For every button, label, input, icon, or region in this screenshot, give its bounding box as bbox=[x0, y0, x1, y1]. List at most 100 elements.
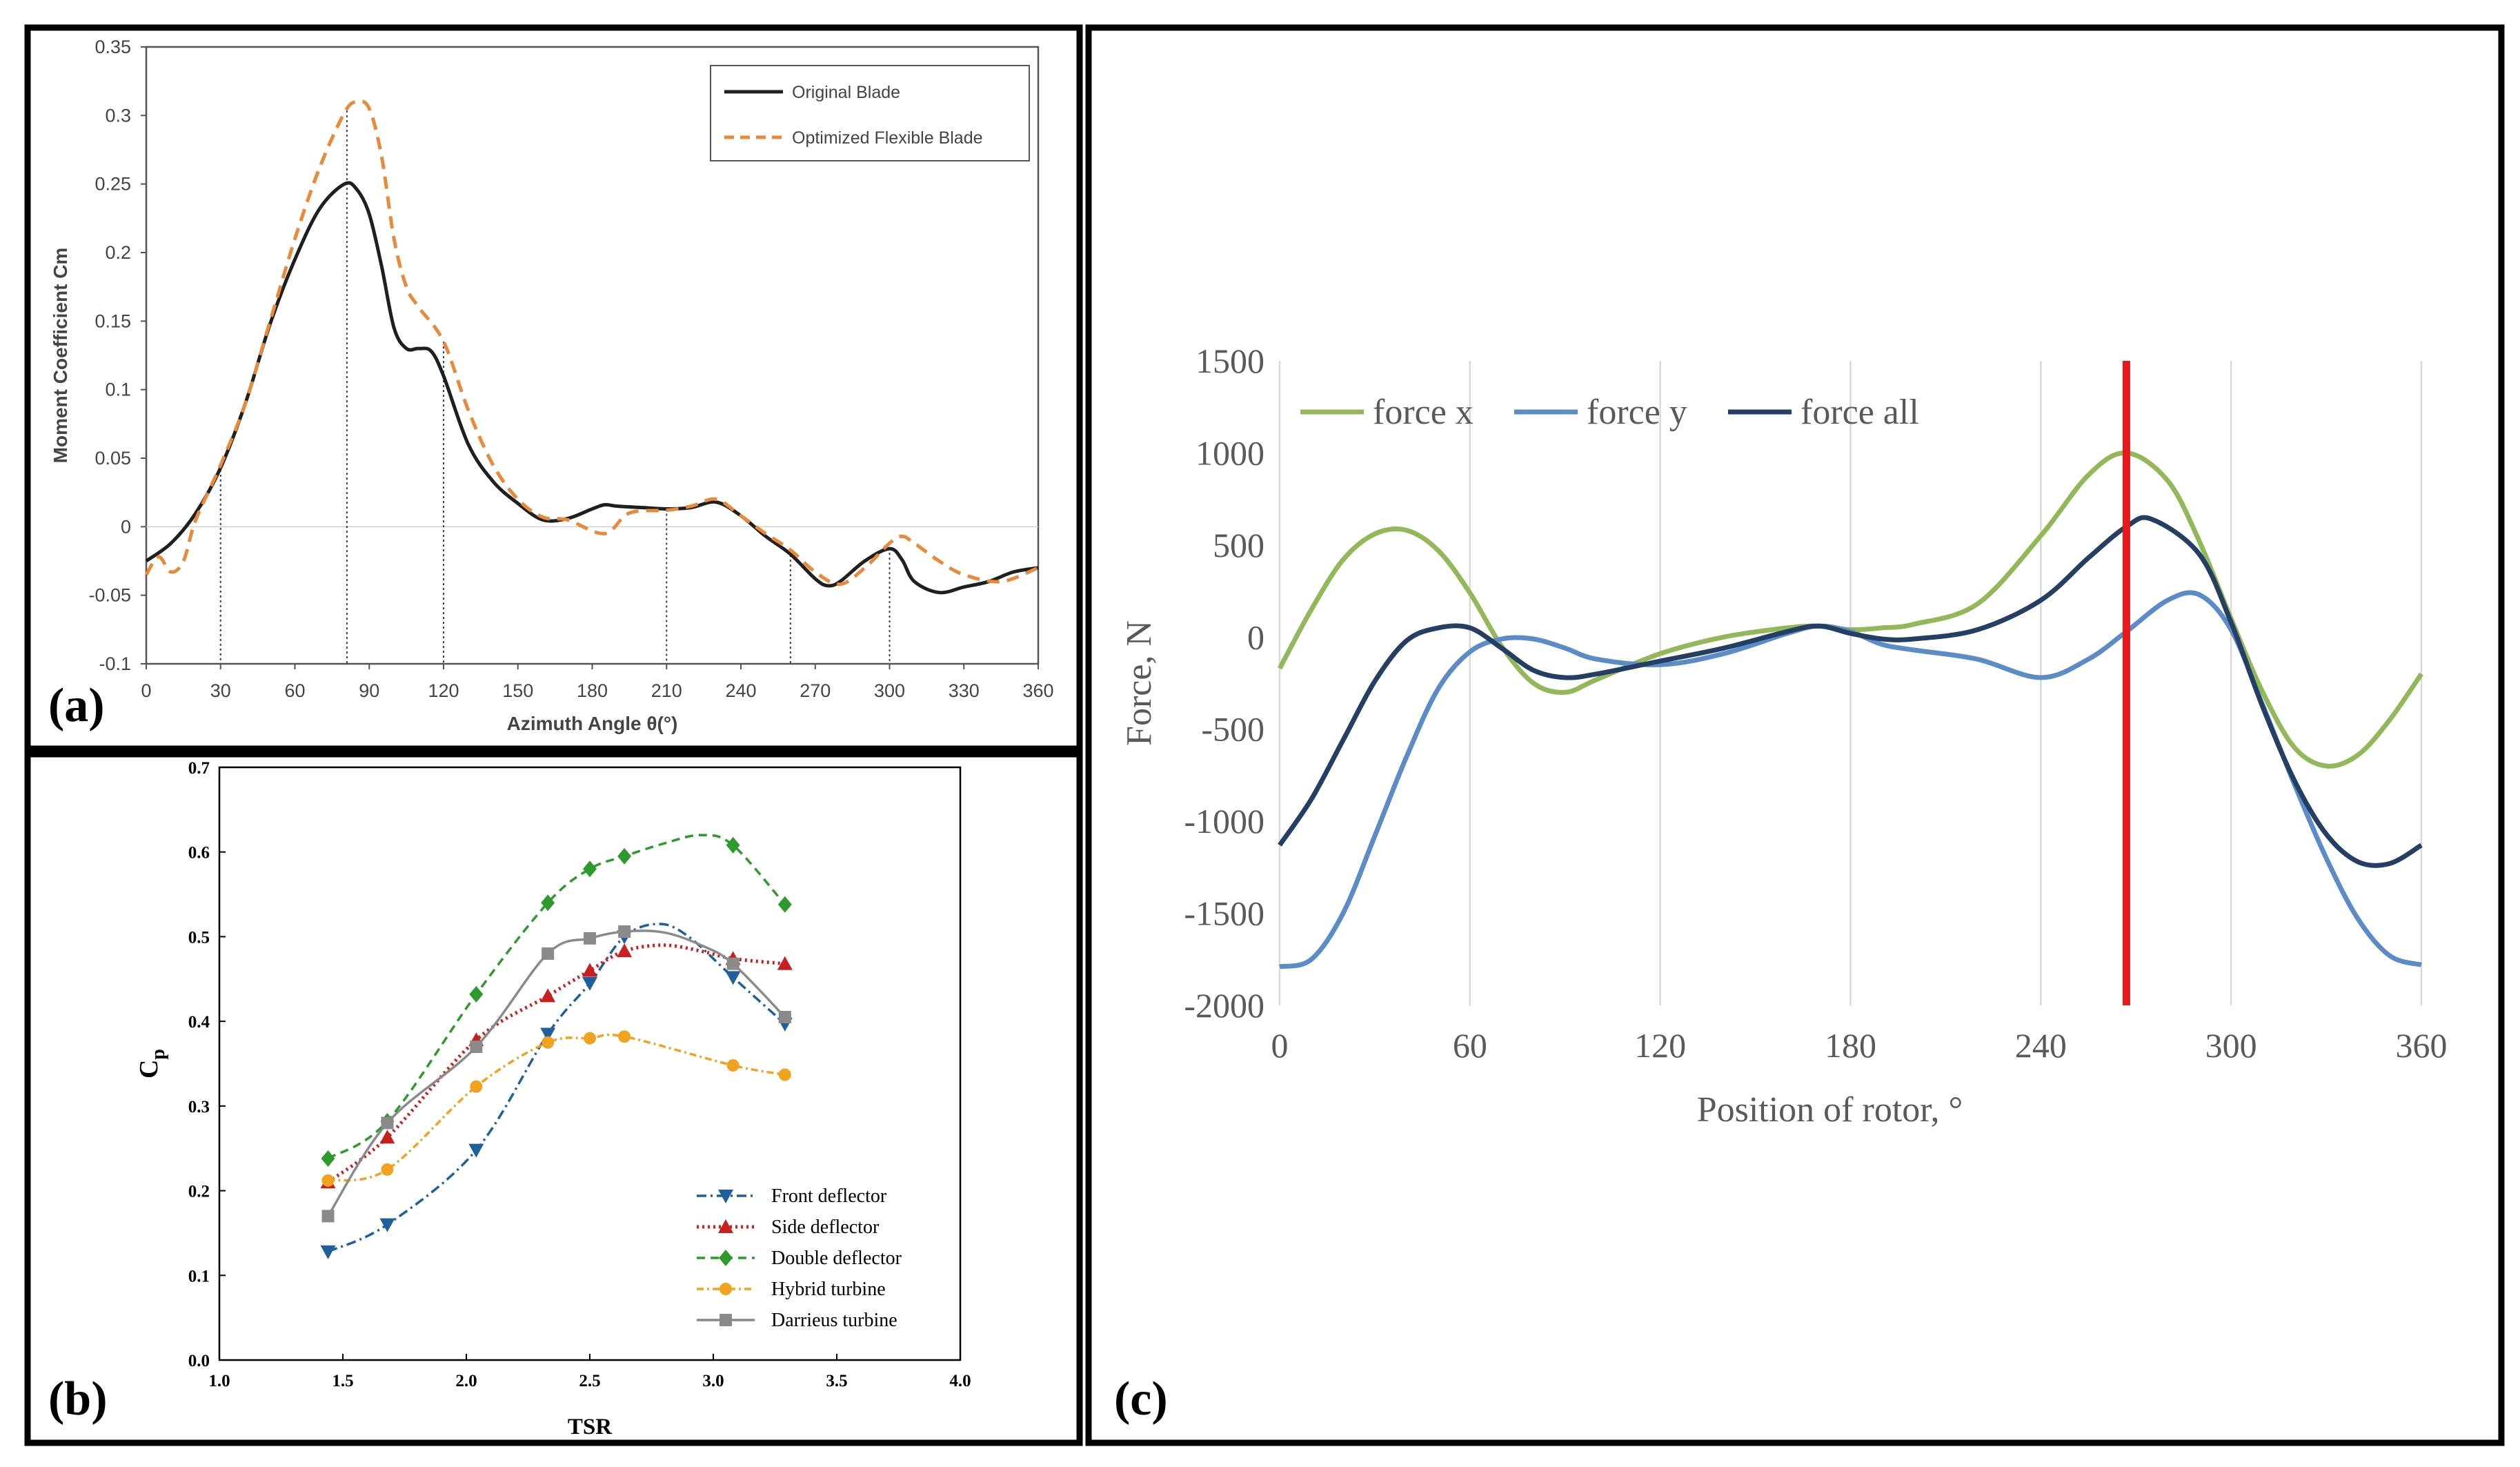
data-point-b bbox=[320, 1245, 336, 1259]
y-tick-label-c: 1500 bbox=[1195, 342, 1264, 380]
legend-label-b: Double deflector bbox=[771, 1248, 902, 1269]
y-tick-label-b: 0.7 bbox=[188, 759, 210, 778]
legend-marker-b bbox=[720, 1314, 732, 1326]
data-point-b bbox=[321, 1210, 335, 1223]
x-tick-label-b: 2.5 bbox=[579, 1372, 600, 1390]
series-line-c bbox=[1278, 515, 2423, 868]
x-tick-label-a: 0 bbox=[141, 680, 151, 701]
data-point-b bbox=[618, 1030, 631, 1043]
x-tick-label-c: 60 bbox=[1453, 1026, 1487, 1065]
x-tick-label-a: 150 bbox=[502, 680, 533, 701]
data-point-b bbox=[381, 1163, 394, 1176]
x-tick-label-c: 300 bbox=[2205, 1026, 2257, 1065]
y-tick-label-c: 0 bbox=[1247, 618, 1264, 656]
legend-marker-b bbox=[718, 1190, 733, 1203]
data-point-b bbox=[381, 1116, 394, 1130]
data-point-b bbox=[584, 1032, 596, 1045]
x-tick-label-b: 1.5 bbox=[332, 1372, 353, 1390]
data-point-b bbox=[468, 1143, 484, 1158]
x-tick-label-a: 360 bbox=[1022, 680, 1053, 701]
series-optimized-flexible-blade-line bbox=[144, 99, 1039, 587]
plot-area-b bbox=[218, 766, 962, 1361]
chart-b: 1.0 1.5 2.0 2.5 3.0 3.5 4.0 0.0 0.1 0.2 0.3 0.4 0.5 0… bbox=[135, 759, 971, 1439]
data-point-b bbox=[584, 932, 596, 945]
series-original-blade-line bbox=[145, 181, 1039, 595]
y-tick-label-a: -0.05 bbox=[88, 585, 131, 606]
x-tick-label-b: 3.0 bbox=[702, 1372, 724, 1390]
legend-label-b: Front deflector bbox=[771, 1185, 887, 1207]
chart-c: 0 60 120 180 240 300 360 -2000 -1500 -1000 -500 0 50… bbox=[1120, 342, 2448, 1130]
legend-label-a: Original Blade bbox=[792, 83, 900, 102]
data-point-b bbox=[726, 1059, 740, 1072]
data-point-b bbox=[725, 971, 741, 985]
x-tick-label-a: 300 bbox=[874, 680, 905, 701]
data-point-b bbox=[540, 1027, 556, 1042]
x-tick-label-c: 360 bbox=[2396, 1026, 2448, 1065]
y-axis-label-main-b: C bbox=[135, 1060, 163, 1079]
data-point-b bbox=[582, 963, 597, 977]
data-point-b bbox=[379, 1130, 395, 1144]
data-point-b bbox=[617, 943, 633, 958]
data-point-b bbox=[726, 836, 740, 854]
x-tick-label-a: 210 bbox=[651, 680, 682, 701]
data-point-b bbox=[470, 1080, 483, 1093]
x-tick-label-c: 180 bbox=[1825, 1026, 1876, 1065]
y-tick-label-c: 500 bbox=[1213, 526, 1264, 564]
panel-b-frame bbox=[24, 751, 1083, 1446]
y-tick-label-c: -1500 bbox=[1184, 894, 1264, 933]
legend-label-b: Side deflector bbox=[771, 1217, 880, 1238]
y-tick-label-c: -2000 bbox=[1184, 986, 1264, 1025]
y-tick-label-a: 0.35 bbox=[95, 37, 131, 57]
series-line-b bbox=[328, 1033, 786, 1182]
y-tick-label-a: 0.2 bbox=[105, 242, 131, 263]
data-point-b bbox=[542, 947, 555, 960]
x-tick-label-c: 0 bbox=[1271, 1026, 1289, 1065]
chart-a: 0 30 60 90 120 150 180 210 240 270 300 330 360 -0.1 -0… bbox=[50, 37, 1054, 734]
data-point-b bbox=[541, 894, 555, 912]
y-axis-label-sub-b: p bbox=[148, 1049, 169, 1060]
data-point-b bbox=[582, 976, 597, 991]
data-point-b bbox=[726, 957, 740, 970]
y-tick-label-b: 0.2 bbox=[188, 1183, 210, 1201]
data-point-b bbox=[583, 860, 597, 878]
data-point-b bbox=[618, 925, 631, 938]
data-point-b bbox=[617, 847, 632, 865]
data-point-b bbox=[540, 988, 556, 1003]
x-tick-label-b: 3.5 bbox=[826, 1372, 847, 1390]
data-point-b bbox=[778, 1068, 791, 1081]
data-point-b bbox=[778, 1011, 791, 1024]
y-tick-label-b: 0.1 bbox=[188, 1267, 210, 1286]
data-point-b bbox=[777, 956, 793, 970]
y-tick-label-a: 0.25 bbox=[95, 174, 131, 195]
x-tick-label-a: 30 bbox=[210, 680, 231, 701]
x-tick-label-b: 1.0 bbox=[208, 1372, 230, 1390]
x-tick-label-b: 2.0 bbox=[455, 1372, 477, 1390]
y-tick-label-b: 0.5 bbox=[188, 928, 210, 947]
y-axis-label-c: Force, N bbox=[1120, 620, 1159, 746]
legend-marker-b bbox=[719, 1250, 733, 1266]
data-point-b bbox=[777, 896, 792, 913]
data-point-b bbox=[379, 1218, 395, 1232]
data-point-b bbox=[542, 1036, 555, 1049]
panel-c-frame bbox=[1085, 24, 2505, 1446]
y-tick-label-c: 1000 bbox=[1195, 433, 1264, 472]
panel-a-frame bbox=[24, 24, 1083, 752]
y-tick-label-c: -500 bbox=[1201, 710, 1264, 749]
data-point-b bbox=[469, 985, 484, 1003]
y-tick-label-a: 0.15 bbox=[95, 311, 131, 331]
series-line-c bbox=[1277, 450, 2423, 769]
series-line-b bbox=[327, 834, 786, 1160]
legend-label-b: Hybrid turbine bbox=[771, 1279, 886, 1300]
legend-a bbox=[710, 65, 1030, 161]
data-point-b bbox=[321, 1150, 335, 1167]
data-point-b bbox=[321, 1174, 335, 1187]
y-tick-label-a: 0.3 bbox=[105, 105, 131, 126]
x-axis-label-c: Position of rotor, ° bbox=[1697, 1090, 1963, 1130]
series-line-b bbox=[326, 943, 786, 1184]
legend-label-b: Darrieus turbine bbox=[771, 1310, 897, 1331]
x-tick-label-b: 4.0 bbox=[949, 1372, 971, 1390]
y-tick-label-b: 0.3 bbox=[188, 1098, 210, 1116]
y-tick-label-b: 0.0 bbox=[188, 1352, 210, 1370]
x-tick-label-a: 330 bbox=[949, 680, 980, 701]
